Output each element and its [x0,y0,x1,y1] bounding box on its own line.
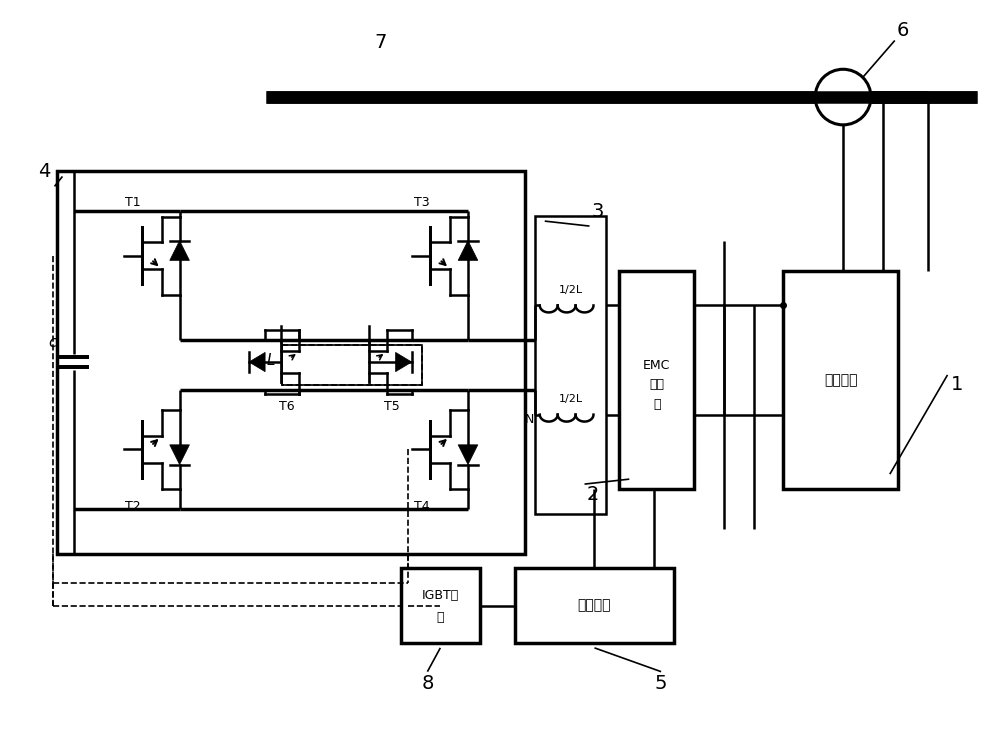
Text: 3: 3 [591,202,604,221]
Text: 并网接口: 并网接口 [824,373,857,387]
Text: 8: 8 [421,674,434,693]
Text: 5: 5 [655,674,667,693]
Polygon shape [170,240,189,260]
Text: 6: 6 [897,21,909,40]
Text: T3: T3 [414,196,429,209]
Text: 2: 2 [586,485,599,504]
Text: c: c [48,335,57,350]
Text: T6: T6 [279,400,294,413]
Text: 7: 7 [374,33,387,52]
Text: 滤波: 滤波 [649,378,664,391]
Bar [619,270,694,489]
Text: T1: T1 [125,196,141,209]
Bar [282,345,422,385]
Text: 动: 动 [437,611,444,624]
Polygon shape [170,445,189,465]
Text: 1/2L: 1/2L [559,284,583,295]
Text: IGBT驱: IGBT驱 [422,589,459,603]
Text: 控制系统: 控制系统 [578,599,611,613]
Text: N: N [525,413,535,426]
Bar [783,270,898,489]
Polygon shape [396,353,412,372]
Text: 器: 器 [653,398,660,411]
Bar [282,345,422,385]
Text: 1: 1 [951,375,964,394]
Text: 1/2L: 1/2L [559,394,583,404]
Bar [515,569,674,643]
Text: T5: T5 [384,400,400,413]
Text: L: L [267,353,276,367]
Polygon shape [458,445,478,465]
Polygon shape [249,353,265,372]
Text: T4: T4 [414,500,429,513]
Polygon shape [458,240,478,260]
Text: 4: 4 [38,162,51,181]
Text: EMC: EMC [643,358,670,372]
Bar [57,172,525,553]
Text: T2: T2 [125,500,141,513]
Bar [401,569,480,643]
Bar [535,216,606,514]
